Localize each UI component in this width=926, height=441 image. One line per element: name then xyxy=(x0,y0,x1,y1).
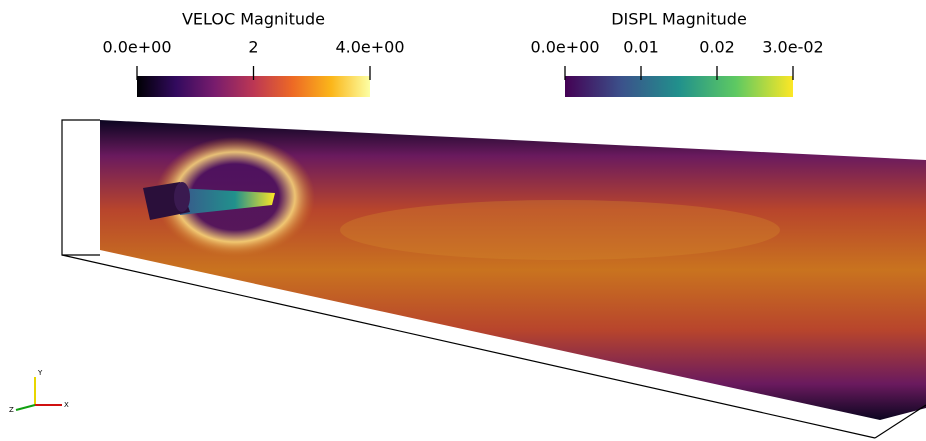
z-label: Z xyxy=(9,406,14,414)
colorbar xyxy=(565,76,793,97)
tick-label: 2 xyxy=(248,38,258,57)
tick-label: 3.0e-02 xyxy=(762,38,823,57)
y-label: Y xyxy=(37,369,43,377)
cylinder-face xyxy=(174,182,190,212)
tick-label: 0.0e+00 xyxy=(102,38,171,57)
render-view: Y X Z VELOC Magnitude 0.0e+00 2 4.0e+00 DISP… xyxy=(0,0,926,441)
x-label: X xyxy=(64,401,69,409)
tick-label: 0.02 xyxy=(699,38,735,57)
tick-label: 0.01 xyxy=(623,38,659,57)
flow-domain xyxy=(62,120,926,438)
outline xyxy=(62,120,100,255)
axes-triad: Y X Z xyxy=(9,369,69,414)
tick-label: 4.0e+00 xyxy=(335,38,404,57)
wake xyxy=(340,200,780,260)
tick-label: 0.0e+00 xyxy=(530,38,599,57)
colorbar-title: VELOC Magnitude xyxy=(182,10,325,29)
z-axis xyxy=(16,405,35,410)
colorbar-title: DISPL Magnitude xyxy=(611,10,747,29)
